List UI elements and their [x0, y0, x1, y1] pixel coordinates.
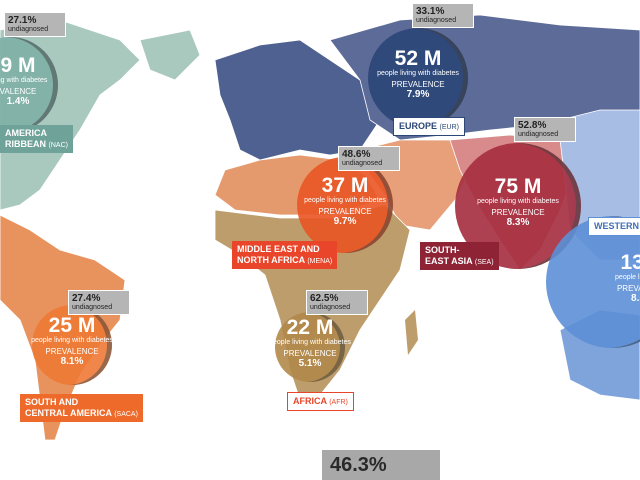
prevalence-label: PREVALENCE — [491, 208, 545, 218]
region-code: (MENA) — [307, 257, 333, 265]
prevalence-value: 8.5 — [631, 292, 640, 304]
madagascar — [405, 310, 418, 355]
undiagnosed-label: undiagnosed — [72, 304, 113, 311]
region-name-line: EUROPE (EUR) — [399, 121, 459, 132]
region-circle — [297, 157, 393, 253]
undiagnosed-label: undiagnosed — [518, 131, 559, 138]
region-code: (SEA) — [474, 258, 494, 266]
undiagnosed-tag: 52.8% undiagnosed — [514, 117, 576, 142]
people-count: 52 M — [394, 47, 442, 70]
people-count-label: people living with diabetes — [377, 70, 459, 78]
people-count: 9 M — [0, 54, 36, 77]
undiagnosed-value: 27.1% — [8, 15, 37, 26]
people-count-label: people living with diabetes — [31, 337, 113, 345]
total-undiagnosed: 46.3% — [322, 450, 440, 480]
prevalence-value: 5.1% — [298, 357, 322, 369]
region-name-line: RIBBEAN (NAC) — [5, 139, 68, 150]
greenland — [139, 29, 201, 81]
region-code: (AFR) — [329, 399, 348, 406]
people-count: 37 M — [321, 174, 369, 197]
undiagnosed-label: undiagnosed — [310, 304, 351, 311]
region-name-line: NORTH AFRICA (MENA) — [237, 255, 332, 266]
region-name-text: SOUTH AND — [25, 397, 79, 407]
region-name-text: NORTH AFRICA — [237, 254, 305, 265]
people-count-label: people living w — [615, 274, 640, 282]
people-count-label: people living with diabetes — [304, 197, 386, 205]
people-count: 138 — [620, 251, 640, 274]
undiagnosed-value: 48.6% — [342, 149, 371, 160]
undiagnosed-value: 27.4% — [72, 293, 101, 304]
region-code: (SACA) — [114, 410, 138, 418]
undiagnosed-tag: 27.4% undiagnosed — [68, 290, 130, 315]
undiagnosed-label: undiagnosed — [8, 26, 49, 33]
region-name-text: WESTERN — [594, 221, 639, 231]
region-code: (EUR) — [439, 124, 459, 131]
prevalence-label: PREVALENCE — [283, 349, 337, 359]
prevalence-label: PREVALENCE — [45, 347, 99, 357]
region-circle — [32, 305, 112, 385]
prevalence-value: 9.7% — [333, 215, 357, 227]
undiagnosed-label: undiagnosed — [342, 160, 383, 167]
region-code: (NAC) — [48, 141, 68, 149]
region-name-line: AFRICA (AFR) — [293, 396, 348, 407]
people-count: 22 M — [286, 316, 334, 339]
people-count: 25 M — [48, 314, 96, 337]
undiagnosed-tag: 27.1% undiagnosed — [4, 12, 66, 37]
region-name-text: EAST ASIA — [425, 255, 473, 266]
region-name-line: MIDDLE EAST AND — [237, 244, 332, 255]
region-name-text: SOUTH- — [425, 245, 460, 255]
people-count-label: living with diabetes — [0, 77, 48, 85]
prevalence-value: 7.9% — [406, 88, 430, 100]
people-count-label: people living with diabetes — [477, 198, 559, 206]
prevalence-value: 8.1% — [60, 355, 84, 367]
region-name-text: AFRICA — [293, 396, 327, 406]
region-name: SOUTH- EAST ASIA (SEA) — [420, 242, 499, 271]
prevalence-value: 8.3% — [506, 216, 530, 228]
prevalence-value: 1.4% — [6, 95, 30, 107]
region-name: AFRICA (AFR) — [287, 392, 354, 412]
region-name-text: AMERICA — [5, 128, 47, 138]
region-name-line: SOUTH- — [425, 245, 494, 256]
prevalence-label: PREVALENCE — [391, 80, 445, 90]
region-name: AMERICA RIBBEAN (NAC) — [0, 125, 73, 154]
region-name-text: RIBBEAN — [5, 138, 47, 149]
undiagnosed-tag: 62.5% undiagnosed — [306, 290, 368, 315]
region-name-text: CENTRAL AMERICA — [25, 407, 112, 418]
region-name-line: WESTERN — [594, 221, 639, 232]
region-name-line: EAST ASIA (SEA) — [425, 256, 494, 267]
region-stats: 138people living w PREVALEN8.5 — [583, 251, 640, 304]
region-circle — [275, 312, 345, 382]
prevalence-label: PREVALEN — [616, 284, 640, 294]
region-name: MIDDLE EAST AND NORTH AFRICA (MENA) — [232, 241, 338, 270]
undiagnosed-tag: 48.6% undiagnosed — [338, 146, 400, 171]
undiagnosed-value: 62.5% — [310, 293, 339, 304]
prevalence-label: VALENCE — [0, 87, 37, 97]
undiagnosed-value: 52.8% — [518, 120, 547, 131]
people-count: 75 M — [494, 175, 542, 198]
region-name-line: AMERICA — [5, 128, 68, 139]
region-name-text: MIDDLE EAST AND — [237, 244, 320, 254]
undiagnosed-value: 33.1% — [416, 6, 445, 17]
prevalence-label: PREVALENCE — [318, 207, 372, 217]
undiagnosed-label: undiagnosed — [416, 17, 457, 24]
region-name: SOUTH AND CENTRAL AMERICA (SACA) — [20, 394, 143, 423]
undiagnosed-tag: 33.1% undiagnosed — [412, 3, 474, 28]
region-name-line: SOUTH AND — [25, 397, 138, 408]
region-circle — [368, 28, 468, 128]
region-name: WESTERN — [588, 217, 640, 236]
people-count-label: people living with diabetes — [269, 339, 351, 347]
region-name-text: EUROPE — [399, 121, 438, 131]
region-name-line: CENTRAL AMERICA (SACA) — [25, 408, 138, 419]
region-name: EUROPE (EUR) — [393, 117, 465, 137]
